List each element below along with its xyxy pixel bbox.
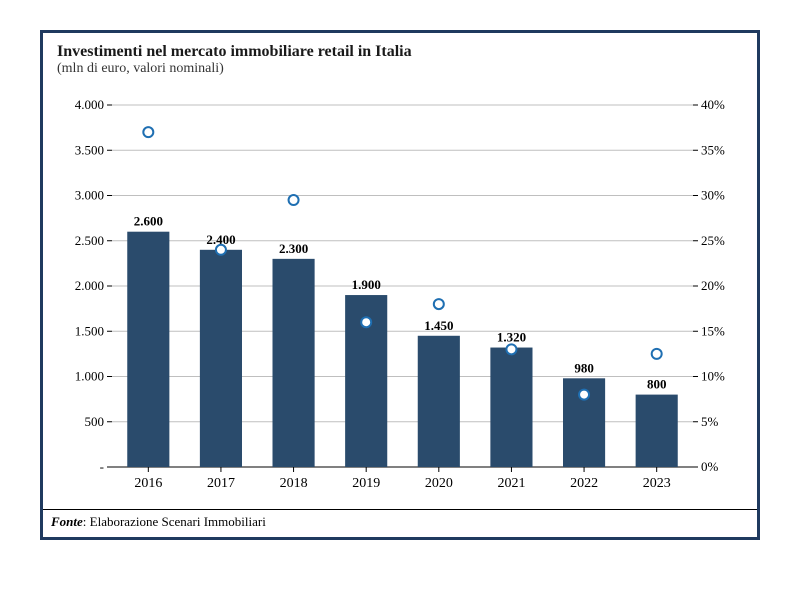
- source-text: : Elaborazione Scenari Immobiliari: [83, 514, 266, 529]
- right-tick-label: 35%: [701, 142, 725, 157]
- scatter-marker: [216, 245, 226, 255]
- right-tick-label: 0%: [701, 459, 719, 474]
- left-tick-label: 3.500: [75, 142, 104, 157]
- category-label: 2022: [570, 476, 598, 491]
- scatter-marker: [506, 344, 516, 354]
- chart-frame: Investimenti nel mercato immobiliare ret…: [40, 30, 760, 540]
- right-tick-label: 25%: [701, 233, 725, 248]
- source-label: Fonte: [51, 514, 83, 529]
- chart-subtitle: (mln di euro, valori nominali): [57, 61, 743, 77]
- category-label: 2023: [643, 476, 671, 491]
- right-tick-label: 5%: [701, 414, 719, 429]
- bar: [490, 348, 532, 467]
- bar: [273, 259, 315, 467]
- right-tick-label: 20%: [701, 278, 725, 293]
- left-tick-label: 500: [85, 414, 105, 429]
- left-tick-label: 2.500: [75, 233, 104, 248]
- right-tick-label: 40%: [701, 97, 725, 112]
- bar-value-label: 800: [647, 377, 667, 392]
- left-tick-label: 1.000: [75, 369, 104, 384]
- left-tick-label: -: [100, 459, 104, 474]
- title-block: Investimenti nel mercato immobiliare ret…: [43, 33, 757, 79]
- right-tick-label: 30%: [701, 188, 725, 203]
- category-label: 2017: [207, 476, 235, 491]
- chart-area: - 500 1.000 1.500 2.000 2.500 3.000 3.500 4.000 0…: [57, 95, 743, 497]
- scatter-marker: [579, 390, 589, 400]
- bar: [200, 250, 242, 467]
- scatter-marker: [434, 299, 444, 309]
- bar-value-label: 1.320: [497, 330, 526, 345]
- category-label: 2019: [352, 476, 380, 491]
- left-tick-label: 4.000: [75, 97, 104, 112]
- bar: [636, 395, 678, 467]
- right-tick-label: 15%: [701, 323, 725, 338]
- left-tick-label: 1.500: [75, 323, 104, 338]
- bar-value-label: 1.450: [424, 318, 453, 333]
- category-label: 2020: [425, 476, 453, 491]
- left-tick-label: 2.000: [75, 278, 104, 293]
- bar-value-label: 2.300: [279, 241, 308, 256]
- scatter-marker: [289, 195, 299, 205]
- category-label: 2016: [134, 476, 162, 491]
- category-label: 2021: [497, 476, 525, 491]
- scatter-marker: [652, 349, 662, 359]
- scatter-marker: [143, 127, 153, 137]
- bar-value-label: 980: [574, 360, 594, 375]
- left-tick-label: 3.000: [75, 188, 104, 203]
- bar-value-label: 2.600: [134, 214, 163, 229]
- bar: [418, 336, 460, 467]
- bar: [127, 232, 169, 467]
- scatter-marker: [361, 317, 371, 327]
- right-tick-label: 10%: [701, 369, 725, 384]
- chart-svg: - 500 1.000 1.500 2.000 2.500 3.000 3.500 4.000 0…: [57, 95, 743, 497]
- source-bar: Fonte: Elaborazione Scenari Immobiliari: [43, 509, 757, 537]
- chart-title: Investimenti nel mercato immobiliare ret…: [57, 43, 743, 61]
- category-label: 2018: [280, 476, 308, 491]
- bar-value-label: 1.900: [352, 277, 381, 292]
